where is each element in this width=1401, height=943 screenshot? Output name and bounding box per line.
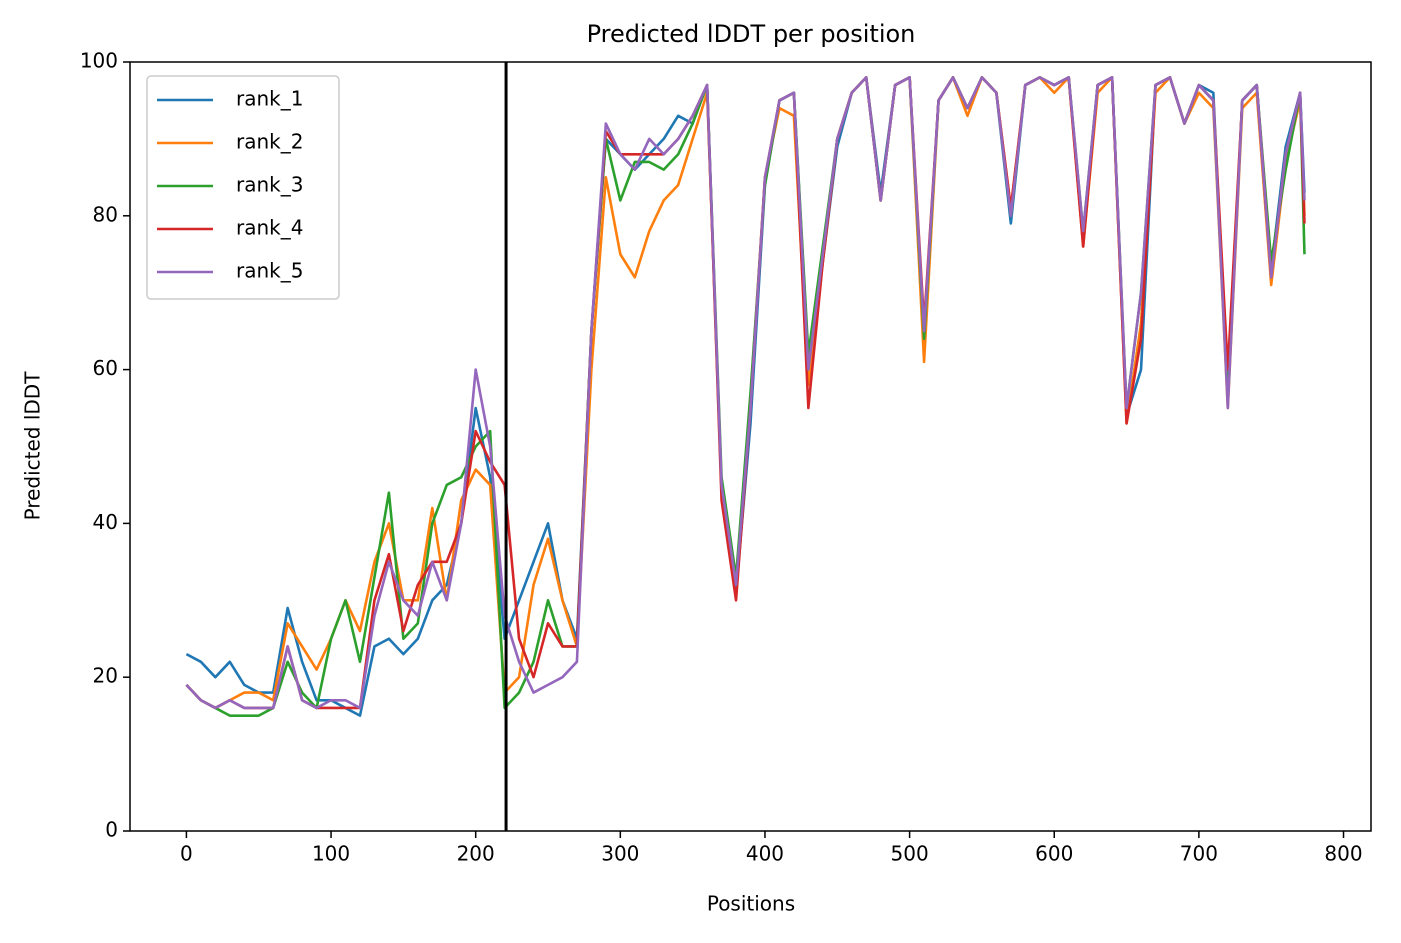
legend-box: [146, 75, 340, 300]
legend-label: rank_3: [236, 173, 303, 197]
legend-label: rank_1: [236, 87, 303, 111]
x-tick-label: 0: [180, 842, 193, 866]
x-tick-label: 700: [1180, 842, 1218, 866]
y-tick-label: 80: [93, 202, 118, 226]
x-axis-label: Positions: [707, 892, 795, 916]
x-tick-label: 300: [601, 842, 639, 866]
chart-title: Predicted lDDT per position: [587, 20, 916, 48]
x-tick-label: 200: [457, 842, 495, 866]
x-tick-label: 400: [746, 842, 784, 866]
legend-label: rank_2: [236, 130, 303, 154]
line-series: [185, 76, 1306, 710]
plot-frame: [129, 61, 1372, 832]
x-tick-label: 500: [891, 842, 929, 866]
x-tick-label: 600: [1035, 842, 1073, 866]
legend-label: rank_4: [236, 216, 303, 240]
y-tick-label: 40: [93, 510, 118, 534]
x-tick-label: 100: [312, 842, 350, 866]
x-tick-label: 800: [1324, 842, 1362, 866]
y-axis-label: Predicted lDDT: [21, 371, 45, 521]
y-tick-label: 0: [105, 818, 118, 842]
y-tick-label: 60: [93, 356, 118, 380]
y-tick-label: 20: [93, 664, 118, 688]
y-tick-label: 100: [80, 49, 118, 73]
legend-label: rank_5: [236, 259, 303, 283]
